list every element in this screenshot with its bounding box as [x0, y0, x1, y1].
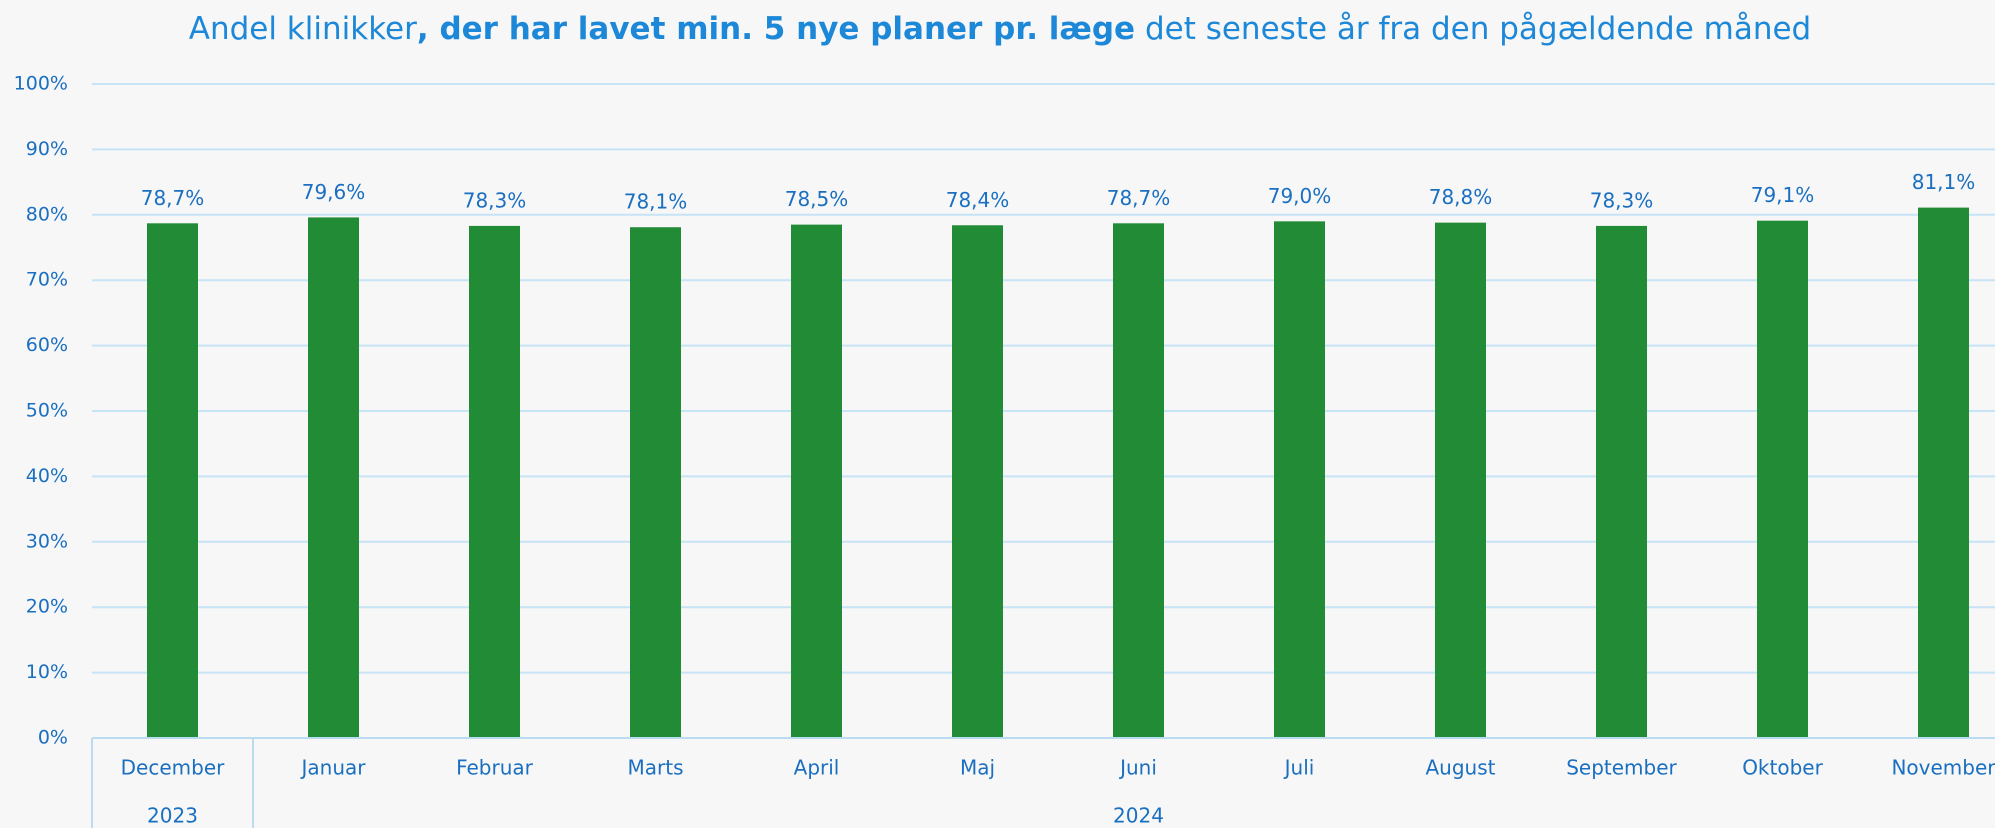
bar: [1435, 222, 1486, 738]
value-label: 79,1%: [1751, 183, 1815, 207]
y-tick-label: 100%: [14, 73, 68, 95]
x-tick-label: December: [121, 756, 225, 780]
x-tick-label: Oktober: [1742, 756, 1823, 780]
value-label: 78,3%: [1590, 188, 1654, 212]
value-label: 78,1%: [624, 190, 688, 214]
y-tick-label: 20%: [26, 596, 68, 618]
value-label: 78,7%: [141, 186, 205, 210]
value-label: 78,5%: [785, 187, 849, 211]
bar: [308, 217, 359, 738]
y-tick-label: 60%: [26, 334, 68, 356]
x-tick-label: Januar: [300, 756, 367, 780]
bar: [1113, 223, 1164, 738]
x-tick-label: April: [794, 756, 840, 780]
group-label: 2024: [1113, 804, 1164, 828]
bar: [1274, 221, 1325, 739]
value-label: 78,7%: [1107, 186, 1171, 210]
value-label: 78,3%: [463, 188, 527, 212]
chart-title: Andel klinikker, der har lavet min. 5 ny…: [189, 11, 1812, 47]
bar: [469, 225, 520, 739]
bar: [1757, 220, 1808, 738]
title-part: Andel klinikker: [189, 11, 417, 47]
y-tick-label: 40%: [26, 465, 68, 487]
x-tick-label: November: [1891, 756, 1995, 780]
x-tick-label: Februar: [456, 756, 534, 780]
x-tick-label: Marts: [628, 756, 684, 780]
value-label: 78,4%: [946, 188, 1010, 212]
x-tick-label: Juni: [1118, 756, 1157, 780]
x-tick-label: September: [1566, 756, 1677, 780]
y-tick-label: 10%: [26, 661, 68, 683]
value-label: 81,1%: [1912, 170, 1976, 194]
bar: [1918, 207, 1969, 738]
y-tick-label: 30%: [26, 530, 68, 552]
bar: [1596, 225, 1647, 739]
y-tick-label: 0%: [38, 727, 68, 749]
bar: [630, 227, 681, 738]
x-tick-label: Juli: [1283, 756, 1315, 780]
y-tick-label: 70%: [26, 269, 68, 291]
y-tick-label: 80%: [26, 203, 68, 225]
title-part: , der har lavet min. 5 nye planer pr. læ…: [417, 11, 1135, 47]
group-label: 2023: [147, 804, 198, 828]
x-tick-label: Maj: [960, 756, 995, 780]
bar: [952, 225, 1003, 738]
y-tick-label: 90%: [26, 138, 68, 160]
x-tick-label: August: [1426, 756, 1496, 780]
bar: [791, 224, 842, 739]
value-label: 79,0%: [1268, 184, 1332, 208]
y-tick-label: 50%: [26, 400, 68, 422]
title-part: det seneste år fra den pågældende måned: [1135, 11, 1811, 47]
value-label: 78,8%: [1429, 185, 1493, 209]
value-label: 79,6%: [302, 180, 366, 204]
bar: [147, 223, 198, 738]
